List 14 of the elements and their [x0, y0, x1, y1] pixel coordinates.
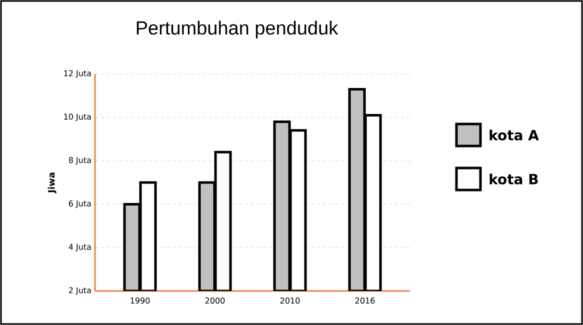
y-tick-label: 4 Juta	[68, 244, 91, 252]
legend-label: kota A	[490, 130, 539, 140]
y-tick-label: 2 Juta	[68, 287, 91, 295]
y-axis-title: Jiwa	[48, 172, 56, 194]
y-tick-label: 10 Juta	[64, 114, 91, 122]
x-tick-label: 2000	[205, 298, 225, 304]
y-tick-label: 8 Juta	[68, 157, 91, 165]
y-tick-label: 12 Juta	[64, 70, 91, 78]
x-tick-label: 2010	[280, 298, 300, 304]
y-tick-label: 6 Juta	[68, 200, 91, 208]
chart-title: Pertumbuhan penduduk	[136, 20, 338, 38]
x-tick-label: 2016	[355, 298, 375, 304]
x-tick-label: 1990	[130, 298, 150, 304]
text: kota B	[490, 174, 538, 184]
